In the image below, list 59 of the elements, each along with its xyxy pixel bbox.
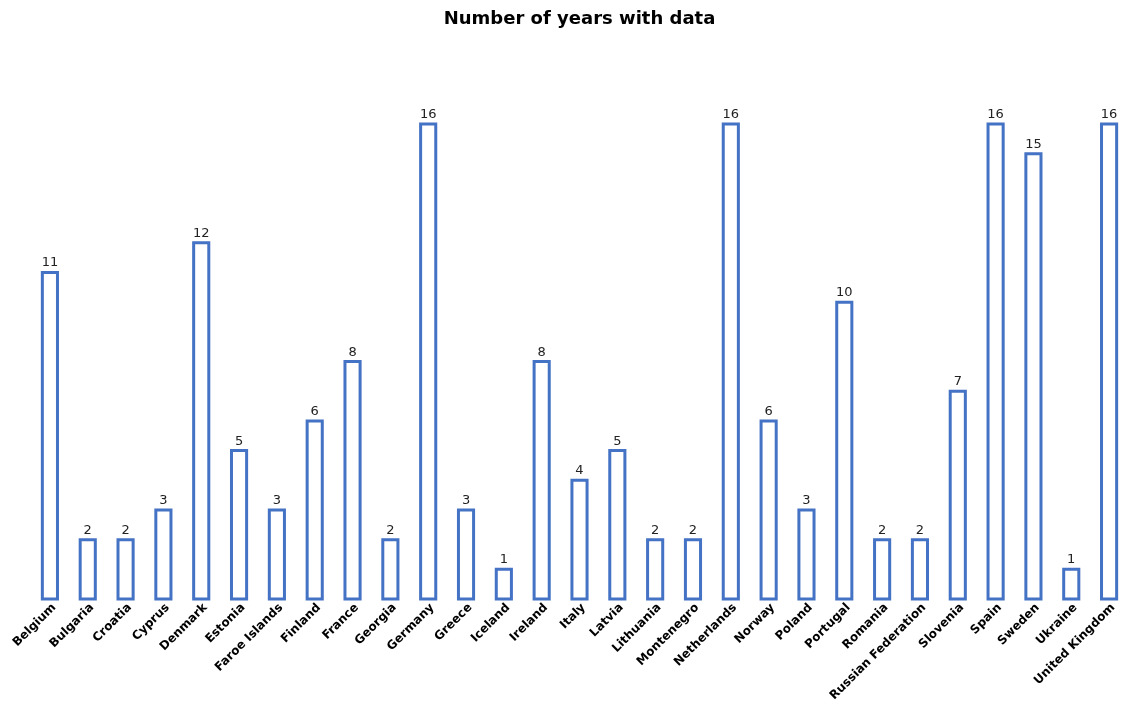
data-label: 3 bbox=[159, 491, 168, 507]
chart-title: Number of years with data bbox=[443, 7, 716, 28]
bar bbox=[721, 122, 740, 601]
bar bbox=[1024, 152, 1043, 601]
data-label: 7 bbox=[953, 373, 962, 389]
data-label: 6 bbox=[764, 402, 773, 418]
bar bbox=[646, 538, 665, 601]
bar bbox=[381, 538, 400, 601]
bar bbox=[797, 508, 816, 601]
bar bbox=[343, 360, 362, 601]
bar bbox=[1100, 122, 1119, 601]
bar bbox=[192, 241, 211, 601]
bar bbox=[683, 538, 703, 601]
bar bbox=[456, 508, 476, 601]
data-label: 16 bbox=[987, 106, 1004, 121]
data-label: 15 bbox=[1025, 135, 1042, 151]
bar bbox=[494, 567, 513, 601]
bar bbox=[570, 478, 589, 601]
bar bbox=[267, 508, 286, 601]
data-label: 5 bbox=[234, 432, 244, 448]
bar bbox=[532, 360, 551, 601]
bar bbox=[229, 449, 249, 601]
bar bbox=[305, 419, 324, 601]
data-label: 8 bbox=[348, 343, 357, 359]
data-label: 16 bbox=[722, 106, 740, 121]
bar bbox=[986, 122, 1005, 601]
bar bbox=[948, 389, 967, 601]
data-label: 6 bbox=[310, 402, 319, 418]
data-label: 16 bbox=[419, 106, 437, 121]
bar bbox=[759, 419, 778, 601]
data-label: 2 bbox=[386, 521, 395, 537]
data-label: 8 bbox=[537, 343, 546, 359]
data-label: 11 bbox=[41, 254, 59, 270]
data-label: 1 bbox=[499, 551, 508, 567]
data-label: 2 bbox=[915, 521, 925, 537]
data-label: 5 bbox=[613, 432, 622, 448]
data-label: 2 bbox=[877, 521, 887, 537]
data-label: 2 bbox=[83, 521, 92, 537]
data-label: 16 bbox=[1100, 106, 1118, 121]
bar bbox=[78, 538, 97, 601]
data-label: 10 bbox=[836, 284, 853, 300]
data-label: 1 bbox=[1067, 551, 1076, 567]
bar bbox=[835, 300, 854, 601]
data-label: 2 bbox=[121, 521, 130, 537]
bar bbox=[419, 122, 438, 601]
bar bbox=[116, 538, 135, 601]
bar bbox=[154, 508, 173, 601]
data-label: 2 bbox=[651, 521, 660, 537]
data-label: 12 bbox=[192, 224, 210, 240]
bar bbox=[608, 449, 627, 601]
bar bbox=[910, 538, 930, 601]
data-label: 2 bbox=[688, 521, 698, 537]
bar bbox=[1062, 567, 1081, 601]
bar bbox=[40, 270, 59, 601]
data-label: 3 bbox=[461, 491, 471, 507]
data-label: 3 bbox=[272, 491, 282, 507]
bar bbox=[873, 538, 892, 601]
data-label: 3 bbox=[802, 491, 811, 507]
data-label: 4 bbox=[575, 462, 584, 478]
